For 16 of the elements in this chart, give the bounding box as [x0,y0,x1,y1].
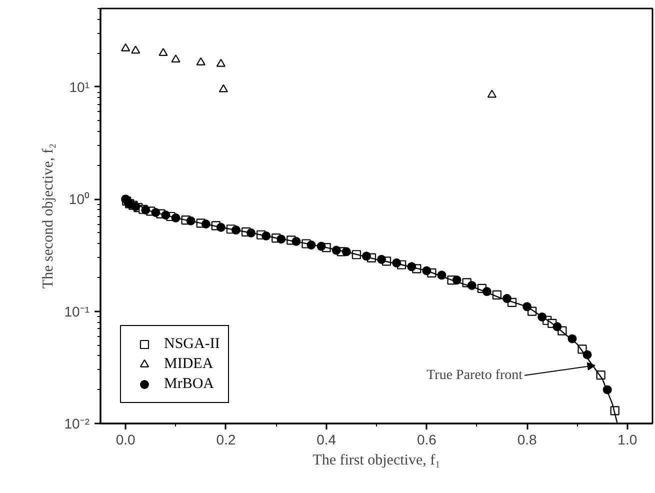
x-tick-label: 0.2 [216,432,236,448]
x-tick-label: 0.0 [116,432,136,448]
y-tick-label: 10¹ [69,78,90,95]
x-tick-label: 0.4 [316,432,336,448]
x-axis-title: The first objective, f₁ [312,452,440,468]
legend-label: NSGA-II [164,336,220,352]
y-tick-label: 10⁰ [68,191,90,208]
annotation: True Pareto front [426,368,523,383]
x-tick-label: 1.0 [618,432,638,448]
y-axis-title: The second objective, f₂ [40,143,56,289]
x-tick-label: 0.6 [416,432,437,448]
y-tick-label: 10⁻¹ [64,303,90,320]
legend-label: MrBOA [164,376,214,392]
x-tick-label: 0.8 [517,432,537,448]
y-tick-label: 10⁻² [64,416,90,432]
legend-label: MIDEA [164,356,214,372]
